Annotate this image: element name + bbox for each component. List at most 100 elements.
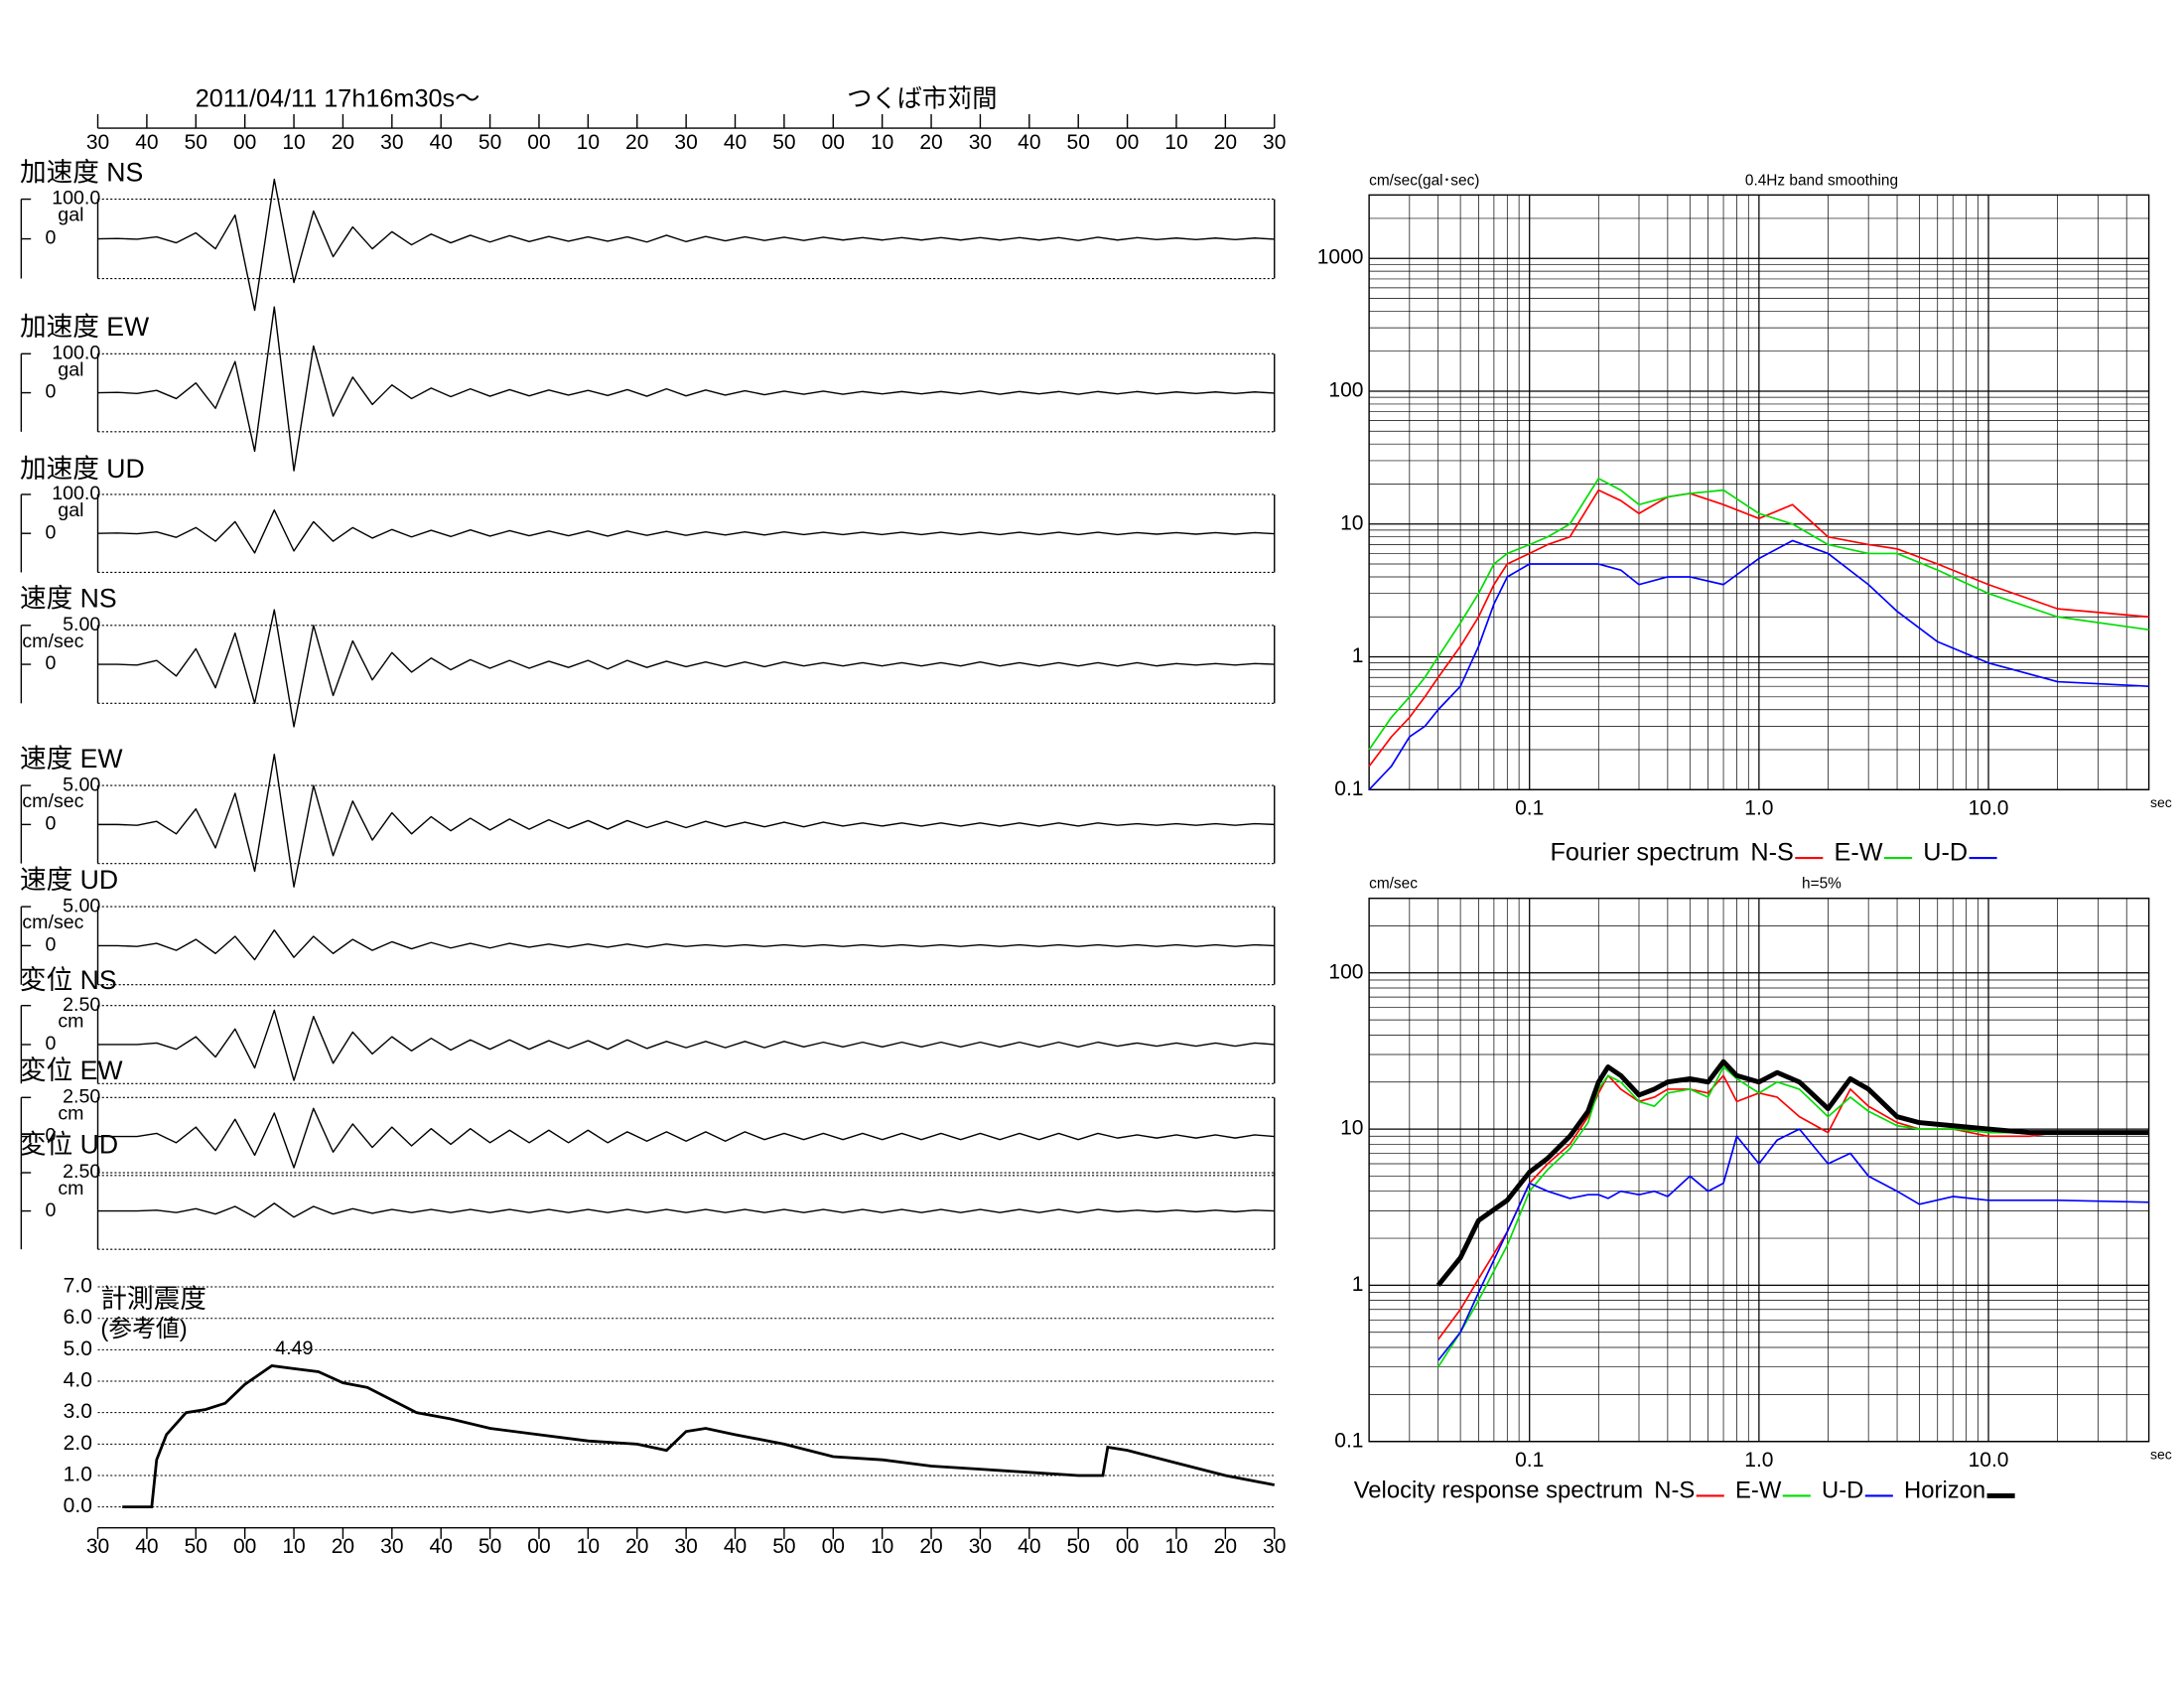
y-tick-label: 5.00 xyxy=(63,774,100,795)
y-tick-label: 100.0 xyxy=(52,188,100,210)
x-tick-label: 20 xyxy=(332,131,354,154)
x-tick-label: 10 xyxy=(1164,131,1187,154)
unit-label: cm/sec xyxy=(22,912,83,933)
x-tick-label: 20 xyxy=(919,131,942,154)
x-tick-label: 50 xyxy=(478,1535,501,1558)
spectrum-line xyxy=(1368,539,2149,790)
x-unit-label: sec xyxy=(2150,794,2172,810)
y-tick-label: 0 xyxy=(46,813,57,835)
x-tick-label: 50 xyxy=(1067,1535,1090,1558)
x-tick-label: 10 xyxy=(871,131,893,154)
trace-label: 変位 NS xyxy=(20,965,117,995)
x-unit-label: sec xyxy=(2150,1446,2172,1462)
y-tick-label: 0 xyxy=(46,1125,57,1147)
y-tick-label: 0 xyxy=(46,227,57,249)
legend-title: Fourier spectrum xyxy=(1550,838,1739,866)
x-tick-label: 1.0 xyxy=(1744,796,1773,819)
x-tick-label: 00 xyxy=(527,131,550,154)
y-tick-label: 1000 xyxy=(1317,246,1364,269)
y-tick-label: 0 xyxy=(46,1033,57,1055)
trace-label: 加速度 UD xyxy=(20,454,145,484)
x-tick-label: 50 xyxy=(772,131,795,154)
y-tick-label: 10 xyxy=(1340,1117,1363,1140)
intensity-subtitle: (参考値) xyxy=(100,1316,187,1342)
y-tick-label: 2.50 xyxy=(63,1161,100,1183)
y-tick-label: 100.0 xyxy=(52,342,100,363)
x-tick-label: 10 xyxy=(577,131,600,154)
trace-label: 加速度 EW xyxy=(20,312,150,342)
x-tick-label: 20 xyxy=(919,1535,942,1558)
x-tick-label: 00 xyxy=(822,131,845,154)
x-tick-label: 00 xyxy=(1116,131,1139,154)
y-tick-label: 3.0 xyxy=(64,1400,92,1423)
x-tick-label: 40 xyxy=(135,1535,158,1558)
legend-label: N-S xyxy=(1750,838,1793,866)
y-tick-label: 2.50 xyxy=(63,1085,100,1107)
x-tick-label: 30 xyxy=(969,1535,992,1558)
plot-frame xyxy=(1368,898,2150,1443)
y-tick-label: 1 xyxy=(1352,1273,1364,1296)
waveform-trace xyxy=(97,1009,1275,1081)
unit-label: cm/sec xyxy=(22,631,83,652)
chart-subtitle: 0.4Hz band smoothing xyxy=(1745,172,1898,189)
x-tick-label: 00 xyxy=(1116,1535,1139,1558)
unit-label: gal xyxy=(58,205,83,226)
unit-label: gal xyxy=(58,499,83,521)
y-tick-label: 5.0 xyxy=(64,1337,92,1360)
spectrum-line xyxy=(1437,1128,2149,1361)
x-tick-label: 40 xyxy=(724,131,747,154)
trace-label: 変位 EW xyxy=(20,1055,123,1085)
y-tick-label: 1.0 xyxy=(64,1464,92,1486)
x-tick-label: 30 xyxy=(86,1535,109,1558)
x-tick-label: 1.0 xyxy=(1744,1449,1773,1472)
trace-label: 速度 UD xyxy=(20,865,118,895)
x-tick-label: 10 xyxy=(1164,1535,1187,1558)
y-unit-label: cm/sec(gal･sec) xyxy=(1369,172,1479,189)
waveform-trace xyxy=(97,178,1275,312)
y-tick-label: 0 xyxy=(46,934,57,956)
y-tick-label: 0 xyxy=(46,381,57,403)
y-unit-label: cm/sec xyxy=(1369,876,1418,893)
legend-label: Horizon xyxy=(1904,1477,1985,1504)
spectrum-line xyxy=(1368,478,2149,751)
x-tick-label: 30 xyxy=(86,131,109,154)
legend-label: N-S xyxy=(1654,1477,1695,1504)
trace-label: 速度 EW xyxy=(20,744,123,774)
record-title: 2011/04/11 17h16m30s～ xyxy=(196,85,480,113)
y-tick-label: 5.00 xyxy=(63,614,100,635)
x-tick-label: 10 xyxy=(871,1535,893,1558)
waveform-trace xyxy=(97,1107,1275,1169)
x-tick-label: 00 xyxy=(822,1535,845,1558)
y-tick-label: 6.0 xyxy=(64,1306,92,1329)
x-tick-label: 50 xyxy=(772,1535,795,1558)
y-tick-label: 1 xyxy=(1352,644,1364,667)
x-tick-label: 10 xyxy=(282,131,305,154)
unit-label: cm xyxy=(58,1102,83,1124)
unit-label: cm/sec xyxy=(22,790,83,812)
y-tick-label: 2.50 xyxy=(63,994,100,1016)
y-tick-label: 0 xyxy=(46,652,57,674)
y-tick-label: 10 xyxy=(1340,511,1363,534)
x-tick-label: 30 xyxy=(674,131,697,154)
intensity-title: 計測震度 xyxy=(100,1284,206,1314)
intensity-line xyxy=(122,1364,1276,1509)
x-tick-label: 10.0 xyxy=(1969,796,2009,819)
x-tick-label: 00 xyxy=(233,131,256,154)
y-tick-label: 0.1 xyxy=(1334,777,1363,800)
spectrum-line xyxy=(1435,1058,2149,1287)
y-tick-label: 0 xyxy=(46,1199,57,1221)
y-tick-label: 5.00 xyxy=(63,895,100,916)
x-tick-label: 50 xyxy=(185,131,207,154)
trace-label: 速度 NS xyxy=(20,584,117,614)
x-tick-label: 40 xyxy=(430,1535,453,1558)
x-tick-label: 40 xyxy=(724,1535,747,1558)
y-tick-label: 2.0 xyxy=(64,1432,92,1455)
x-tick-label: 10 xyxy=(282,1535,305,1558)
x-tick-label: 20 xyxy=(625,1535,648,1558)
x-tick-label: 20 xyxy=(625,131,648,154)
peak-annotation: 4.49 xyxy=(275,1337,313,1359)
y-tick-label: 100.0 xyxy=(52,483,100,504)
waveform-trace xyxy=(97,928,1275,961)
